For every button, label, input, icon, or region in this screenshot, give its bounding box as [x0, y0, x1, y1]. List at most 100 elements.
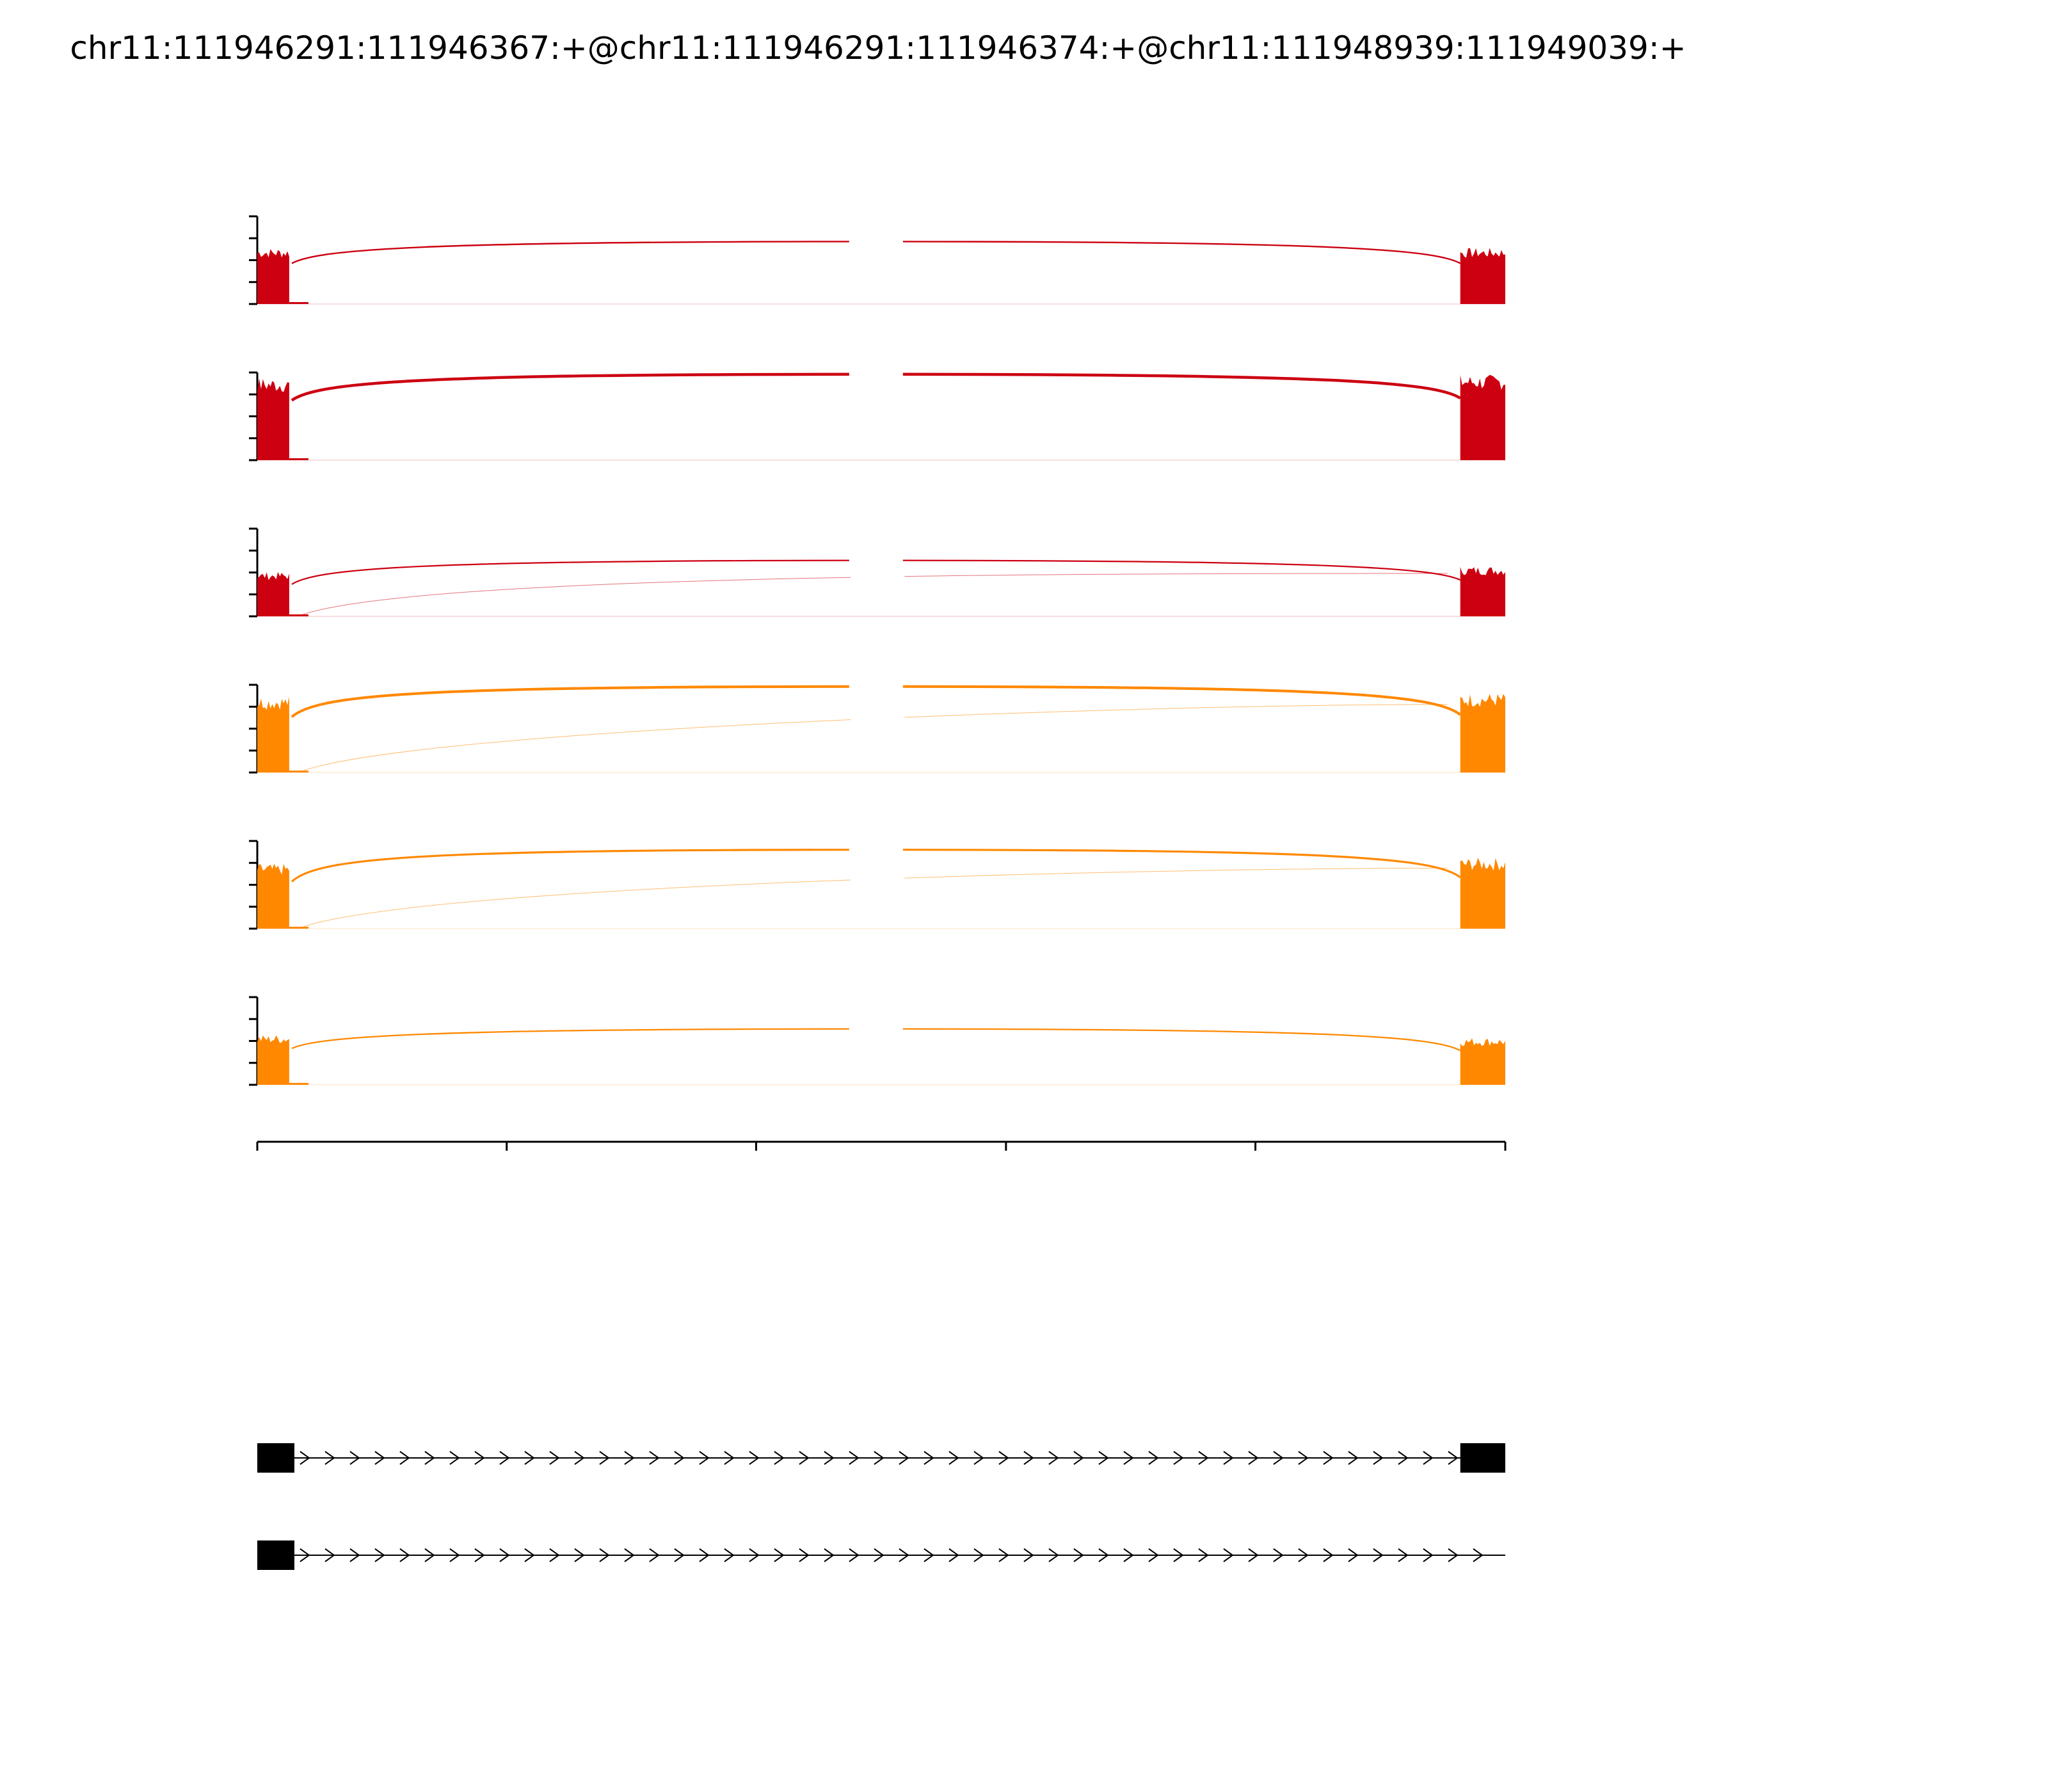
strand-arrow: [1098, 1451, 1109, 1465]
strand-arrow: [699, 1548, 710, 1562]
strand-arrow: [724, 1548, 735, 1562]
strand-arrow: [449, 1451, 460, 1465]
strand-arrow: [1323, 1451, 1334, 1465]
strand-arrow: [724, 1451, 735, 1465]
strand-arrow: [1198, 1451, 1209, 1465]
figure-title: chr11:111946291:111946367:+@chr11:111946…: [70, 29, 1686, 67]
strand-arrow: [424, 1548, 435, 1562]
strand-arrow: [574, 1548, 585, 1562]
coverage-left-exon: [257, 378, 289, 460]
strand-arrow: [649, 1548, 660, 1562]
coverage-tail: [289, 927, 308, 929]
strand-arrow: [973, 1451, 984, 1465]
strand-arrow: [973, 1548, 984, 1562]
strand-arrow: [998, 1548, 1009, 1562]
strand-arrow: [1098, 1548, 1109, 1562]
coverage-right-exon: [1460, 694, 1505, 772]
strand-arrow: [399, 1548, 410, 1562]
coverage-tail: [289, 771, 308, 772]
strand-arrow: [874, 1548, 884, 1562]
strand-arrow: [549, 1548, 560, 1562]
track-2: [249, 361, 1505, 461]
strand-arrow: [749, 1548, 760, 1562]
track-1: [249, 215, 1505, 305]
strand-arrow: [998, 1451, 1009, 1465]
strand-arrow: [1323, 1548, 1334, 1562]
strand-arrow: [1373, 1548, 1384, 1562]
strand-arrow: [849, 1548, 860, 1562]
coverage-tail: [289, 614, 308, 616]
strand-arrow: [1148, 1548, 1159, 1562]
strand-arrow: [324, 1451, 335, 1465]
strand-arrow: [1448, 1548, 1459, 1562]
strand-arrow: [324, 1548, 335, 1562]
junction-label-box: [849, 836, 903, 863]
coverage-left-exon: [257, 1035, 289, 1085]
coverage-left-exon: [257, 249, 289, 304]
isoform-2: [257, 1540, 1505, 1570]
strand-arrow: [899, 1451, 909, 1465]
strand-arrow: [774, 1451, 785, 1465]
strand-arrow: [874, 1451, 884, 1465]
strand-arrow: [599, 1548, 610, 1562]
strand-arrow: [1198, 1548, 1209, 1562]
strand-arrow: [1123, 1451, 1134, 1465]
strand-arrow: [349, 1451, 360, 1465]
strand-arrow: [524, 1451, 535, 1465]
exon-block: [257, 1443, 294, 1473]
strand-arrow: [1348, 1451, 1359, 1465]
exon-block: [1460, 1443, 1505, 1473]
coverage-right-exon: [1460, 566, 1505, 616]
strand-arrow: [474, 1548, 485, 1562]
strand-arrow: [1248, 1548, 1259, 1562]
strand-arrow: [499, 1451, 510, 1465]
strand-arrow: [399, 1451, 410, 1465]
isoform-1: [257, 1443, 1505, 1473]
junction-label-box: [849, 361, 903, 387]
coverage-tail: [289, 1083, 308, 1085]
strand-arrow: [649, 1451, 660, 1465]
strand-arrow: [374, 1548, 385, 1562]
strand-arrow: [699, 1451, 710, 1465]
junction-label-box: [851, 714, 905, 740]
junction-arc: [301, 573, 1448, 616]
strand-arrow: [799, 1548, 810, 1562]
strand-arrow: [1048, 1548, 1059, 1562]
strand-arrow: [1023, 1451, 1034, 1465]
track-6: [249, 996, 1505, 1086]
strand-arrow: [1148, 1451, 1159, 1465]
coverage-tail: [289, 458, 308, 460]
strand-arrow: [624, 1548, 635, 1562]
strand-arrow: [1073, 1548, 1084, 1562]
strand-arrow: [1223, 1451, 1234, 1465]
isoform-panel: [257, 1443, 1505, 1570]
strand-arrow: [599, 1451, 610, 1465]
strand-arrow: [774, 1548, 785, 1562]
junction-label-box: [851, 875, 905, 901]
track-4: [249, 673, 1505, 774]
strand-arrow: [1448, 1451, 1459, 1465]
coverage-right-exon: [1460, 1038, 1505, 1085]
strand-arrow: [549, 1451, 560, 1465]
strand-arrow: [524, 1548, 535, 1562]
coverage-right-exon: [1460, 374, 1505, 460]
strand-arrow: [349, 1548, 360, 1562]
coverage-right-exon: [1460, 858, 1505, 929]
tracks-layer: [249, 215, 1505, 1086]
strand-arrow: [1173, 1548, 1184, 1562]
junction-label-box: [849, 1016, 903, 1042]
strand-arrow: [1298, 1548, 1309, 1562]
strand-arrow: [924, 1548, 934, 1562]
strand-arrow: [1123, 1548, 1134, 1562]
strand-arrow: [1273, 1451, 1284, 1465]
strand-arrow: [899, 1548, 909, 1562]
strand-arrow: [749, 1451, 760, 1465]
strand-arrow: [1473, 1548, 1484, 1562]
junction-label-box: [849, 228, 903, 255]
strand-arrow: [624, 1451, 635, 1465]
strand-arrow: [574, 1451, 585, 1465]
strand-arrow: [1398, 1451, 1409, 1465]
strand-arrow: [1348, 1548, 1359, 1562]
strand-arrow: [449, 1548, 460, 1562]
strand-arrow: [824, 1548, 835, 1562]
